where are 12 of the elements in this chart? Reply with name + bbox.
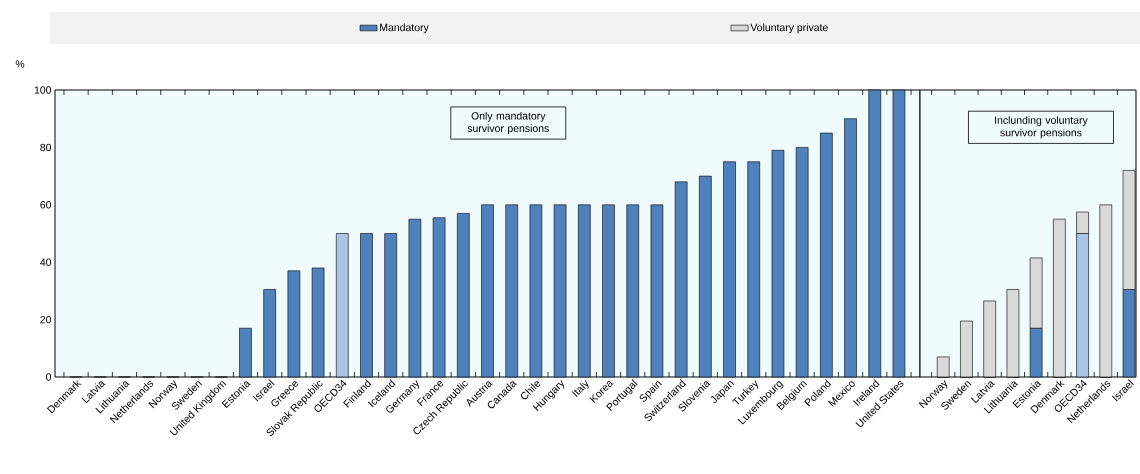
y-tick-label: 20: [40, 315, 52, 324]
y-tick-label: 100: [34, 86, 52, 94]
y-tick-label: 40: [40, 258, 52, 266]
y-tick-label: 80: [40, 143, 52, 152]
x-tick-label: Italy: [571, 380, 589, 397]
y-axis-title: %: [15, 60, 25, 68]
legend-label: Voluntary private: [750, 23, 828, 34]
annotation: Inclunding voluntary survivor pensions: [995, 116, 1088, 139]
legend-label: Mandatory: [380, 23, 429, 34]
annotation: Only mandatory survivor pensions: [467, 111, 549, 135]
y-tick-label: 0: [46, 373, 52, 381]
y-tick-label: 60: [40, 201, 52, 209]
